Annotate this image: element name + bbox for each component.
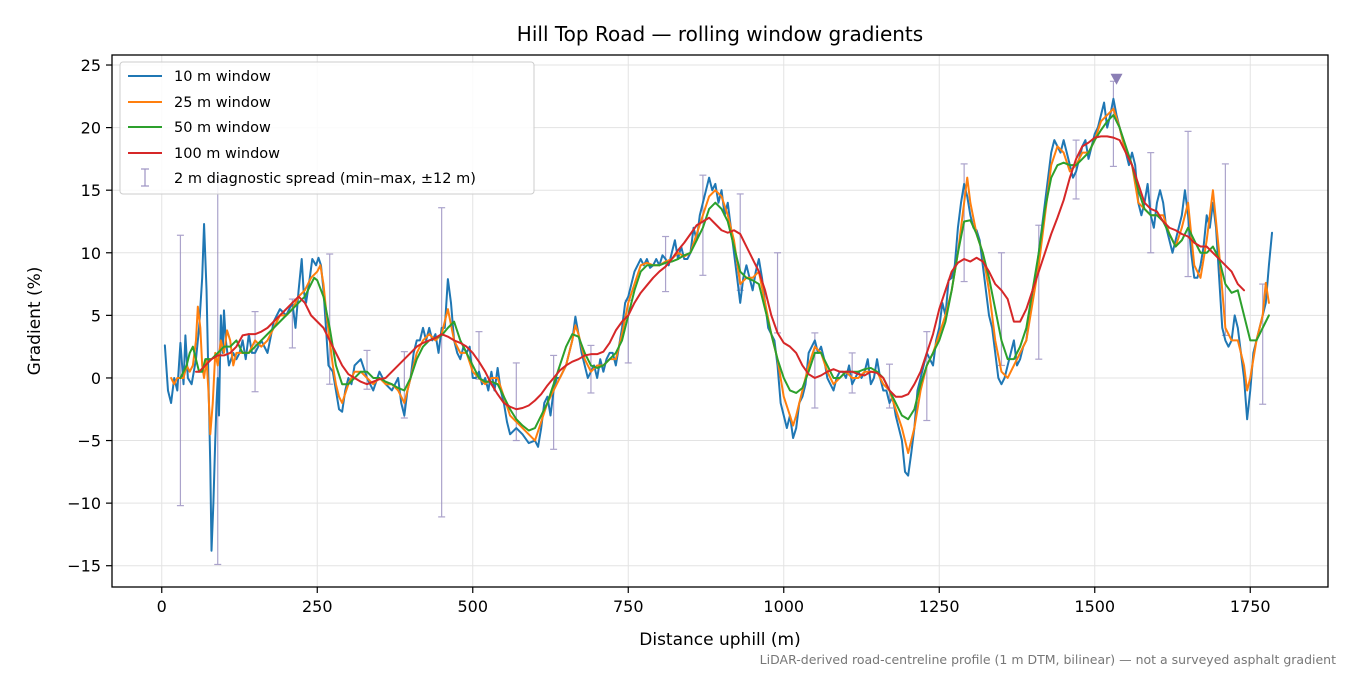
chart-title: Hill Top Road — rolling window gradients <box>517 22 923 46</box>
series-line-2 <box>179 114 1270 432</box>
peak-marker <box>1110 73 1123 85</box>
legend-label-10m: 10 m window <box>174 69 271 85</box>
error-bar <box>811 332 819 409</box>
legend-label-errorbar: 2 m diagnostic spread (min–max, ±12 m) <box>174 171 476 187</box>
series-group <box>163 97 1274 552</box>
y-tick-label: −5 <box>77 432 101 451</box>
footnote: LiDAR-derived road-centreline profile (1… <box>760 652 1336 667</box>
error-bar <box>1221 163 1229 336</box>
x-tick-label: 500 <box>457 597 488 616</box>
error-bar <box>662 235 670 293</box>
error-bar <box>400 351 408 419</box>
error-bar <box>848 352 856 394</box>
error-bar <box>997 252 1005 367</box>
x-tick-label: 1750 <box>1230 597 1271 616</box>
error-bar <box>363 349 371 390</box>
x-tick-label: 1500 <box>1074 597 1115 616</box>
x-tick-label: 250 <box>302 597 333 616</box>
legend-swatch-errorbar <box>141 168 149 187</box>
y-tick-label: 20 <box>81 119 101 138</box>
y-tick-label: −15 <box>67 557 101 576</box>
plot-area-frame <box>111 54 1329 588</box>
series-line-3 <box>194 135 1246 411</box>
legend-box <box>119 61 535 195</box>
error-bar <box>326 253 334 385</box>
x-tick-label: 0 <box>157 597 167 616</box>
legend-label-25m: 25 m window <box>174 95 271 111</box>
error-bar <box>176 234 184 507</box>
error-bar <box>438 207 446 518</box>
x-axis-title: Distance uphill (m) <box>639 630 800 650</box>
x-tick-label: 750 <box>613 597 644 616</box>
error-bar <box>1147 152 1155 254</box>
y-tick-label: 10 <box>81 244 101 263</box>
legend: 10 m window 25 m window 50 m window 100 … <box>119 61 535 195</box>
y-tick-label: 0 <box>91 369 101 388</box>
legend-label-50m: 50 m window <box>174 120 271 136</box>
y-tick-label: 5 <box>91 306 101 325</box>
x-tick-label: 1250 <box>919 597 960 616</box>
legend-label-100m: 100 m window <box>174 146 280 162</box>
y-tick-label: 15 <box>81 181 101 200</box>
y-tick-label: 25 <box>81 56 101 75</box>
x-tick-label: 1000 <box>763 597 804 616</box>
error-bar <box>923 331 931 422</box>
y-tick-label: −10 <box>67 494 101 513</box>
y-axis-title: Gradient (%) <box>25 267 45 376</box>
error-bar <box>550 354 558 450</box>
marker-group <box>1110 73 1123 85</box>
axis-ticks: 0 250 500 750 1000 1250 1500 1750 −15 −10 −5 0 5 10 15… <box>67 56 1270 616</box>
